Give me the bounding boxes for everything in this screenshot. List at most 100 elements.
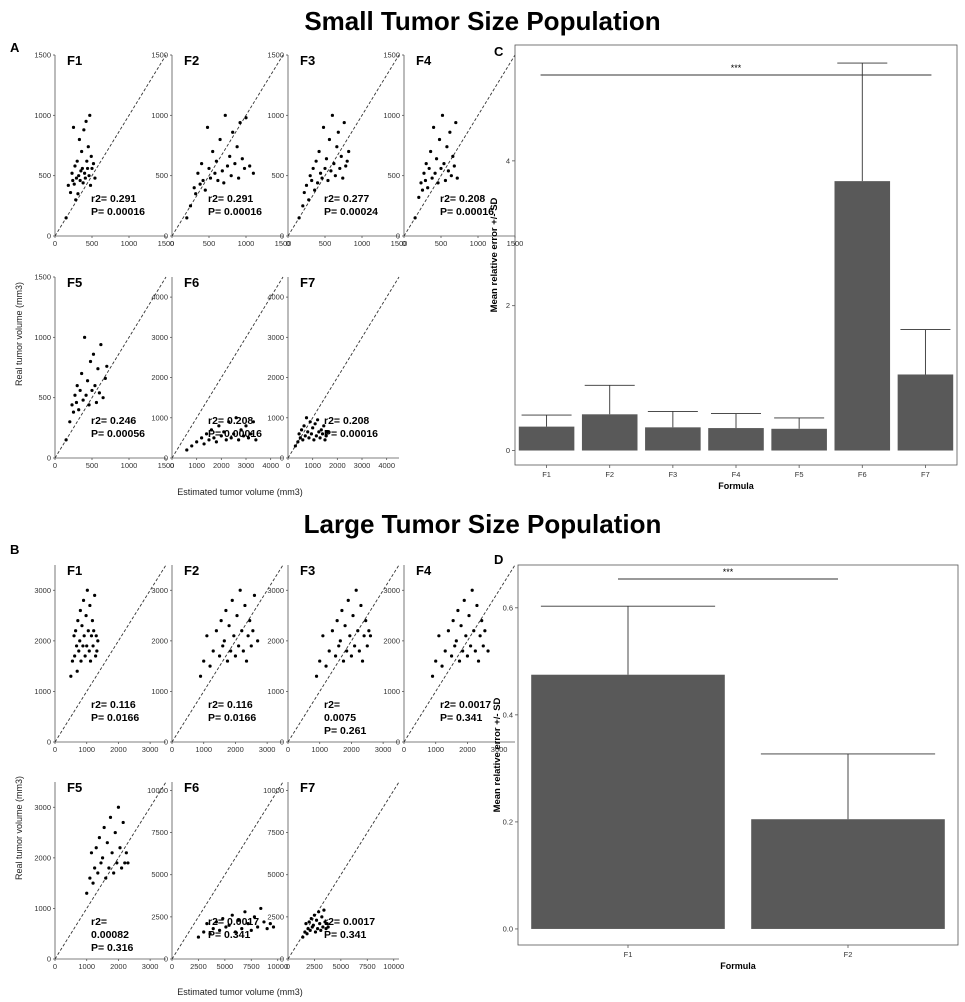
scatter-b-f4-point (457, 659, 462, 663)
scatter-b-f7-r2: r2= 0.0017 (324, 916, 375, 928)
scatter-b-f4-point (480, 619, 484, 623)
scatter-b-f2-point (225, 659, 230, 663)
scatter-b-f6-point (252, 915, 257, 919)
scatter-a-f2-point (225, 164, 230, 168)
scatter-a-f4-point (439, 166, 443, 171)
scatter-b-f2-xtick-label: 0 (170, 745, 174, 754)
scatter-b-f7-point (307, 920, 311, 924)
scatter-a-f4-p: P= 0.00016 (440, 206, 494, 218)
scatter-a-f5-point (81, 398, 85, 402)
scatter-a-f1-point (73, 164, 77, 168)
scatter-a-f4-label: F4 (416, 53, 432, 68)
chart-c-xtick-label: F1 (542, 470, 551, 479)
scatter-b-f6-point (227, 923, 231, 927)
scatter-b-f2-ytick-label: 0 (164, 738, 168, 747)
scatter-a-f2-r2: r2= 0.291 (208, 193, 253, 205)
scatter-b-f7-xtick-label: 7500 (359, 962, 376, 971)
scatter-b-f7-xtick-label: 10000 (383, 962, 404, 971)
scatter-a-f3-label: F3 (300, 53, 315, 68)
scatter-a-f6-r2: r2= 0.208 (208, 415, 253, 427)
scatter-b-f7-point (320, 915, 324, 919)
scatter-a-f5-point (88, 359, 93, 364)
scatter-a-f5-point (97, 391, 101, 395)
scatter-b-f6-point (205, 922, 209, 926)
scatter-a-f6-identity-line (171, 276, 284, 459)
scatter-a-f1-xtick-label: 1000 (121, 239, 138, 248)
scatter-b-f4-ytick-label: 2000 (383, 636, 400, 645)
scatter-a-f6-point (207, 438, 211, 442)
scatter-a-f3-point (327, 137, 332, 142)
scatter-b-f6-point (265, 927, 269, 931)
scatter-b-f2-label: F2 (184, 563, 199, 578)
scatter-b-f4-label: F4 (416, 563, 432, 578)
scatter-b-f6-r2: r2= 0.0017 (208, 916, 259, 928)
scatter-a-f6-point (214, 440, 218, 444)
scatter-b-f6-p: P= 0.341 (208, 929, 250, 941)
scatter-a-f3-point (332, 162, 336, 166)
scatter-b-f3-r2: r2= (324, 699, 340, 711)
scatter-b-f5-ytick-label: 3000 (34, 803, 51, 812)
scatter-b-f3-point (314, 674, 319, 678)
scatter-b-f3-point (330, 629, 334, 633)
scatter-b-f2-point (240, 629, 244, 633)
scatter-a-f1-point (72, 182, 76, 186)
scatter-b-f1-p: P= 0.0166 (91, 712, 139, 724)
scatter-a-f5-point (96, 367, 100, 371)
scatter-a-f1-point (80, 149, 84, 154)
scatter-a-f5-point (105, 364, 109, 368)
scatter-b-f2-point (248, 619, 252, 623)
scatter-b-f3-point (364, 619, 368, 623)
scatter-a-f1-point (83, 176, 87, 180)
chart-d-xtick-label: F1 (624, 950, 633, 959)
scatter-a-f7-xtick-label: 0 (286, 461, 290, 470)
scatter-a-f7-point (322, 424, 326, 428)
scatter-b-f5-point (120, 866, 124, 870)
chart-c-xlabel: Formula (718, 481, 754, 491)
scatter-a-f4-point (442, 162, 446, 166)
scatter-a-f1-point (87, 174, 91, 178)
scatter-b-f4-point (486, 649, 490, 653)
scatter-a-f2-point (222, 181, 226, 185)
scatter-b-f2-point (217, 654, 222, 658)
scatter-b-f3-point (341, 659, 346, 663)
chart-d-ytick-label: 0.2 (503, 817, 513, 826)
scatter-b-f4-point (483, 629, 487, 633)
scatter-b-f6-point (259, 906, 263, 911)
scatter-a-f7-p: P= 0.00016 (324, 428, 378, 440)
scatter-b-f1-xtick-label: 3000 (142, 745, 159, 754)
scatter-a-f2-point (251, 171, 255, 175)
scatter-a-f6-xtick-label: 1000 (188, 461, 205, 470)
scatter-a-f6-xtick-label: 0 (170, 461, 174, 470)
scatter-a-f5-point (90, 388, 94, 393)
scatter-a-f5-point (71, 410, 76, 414)
scatter-a-f5-r2: r2= 0.246 (91, 415, 136, 427)
scatter-b-f3-point (338, 639, 342, 643)
scatter-b-f1-point (82, 634, 86, 638)
scatter-a-f3-p: P= 0.00024 (324, 206, 378, 218)
scatter-b-f7-point (321, 925, 325, 929)
scatter-a-f3-r2: r2= 0.277 (324, 193, 369, 205)
chart-c-bar-f3 (645, 427, 701, 451)
chart-c-ytick-label: 0 (506, 446, 510, 455)
scatter-b-f5-label: F5 (67, 780, 82, 795)
scatter-a-f5-point (93, 384, 97, 388)
scatter-a-f3-ytick-label: 1000 (267, 111, 284, 120)
scatter-a-f2-point (242, 166, 247, 171)
chart-c-bar-f4 (708, 428, 764, 451)
scatter-b-f1-point (93, 654, 98, 658)
scatter-b-f4-point (472, 629, 476, 633)
scatter-b-f7-ytick-label: 5000 (267, 870, 284, 879)
scatter-a-f7-xtick-label: 4000 (378, 461, 395, 470)
scatter-a-f3-point (329, 169, 333, 173)
scatter-b-f6-point (246, 922, 250, 926)
chart-d-significance-label: *** (723, 567, 734, 577)
chart-c-frame (514, 44, 958, 466)
scatter-b-f7-ytick-label: 0 (280, 955, 284, 964)
scatter-b-f4-p: P= 0.341 (440, 712, 482, 724)
scatter-a-f3-point (338, 166, 342, 171)
scatter-b-f5-point (118, 846, 122, 850)
scatter-b-f2-point (237, 644, 241, 648)
scatter-a-f2-point (220, 169, 224, 173)
scatter-b-f4-point (467, 613, 471, 618)
chart-c-xtick-label: F2 (605, 470, 614, 479)
